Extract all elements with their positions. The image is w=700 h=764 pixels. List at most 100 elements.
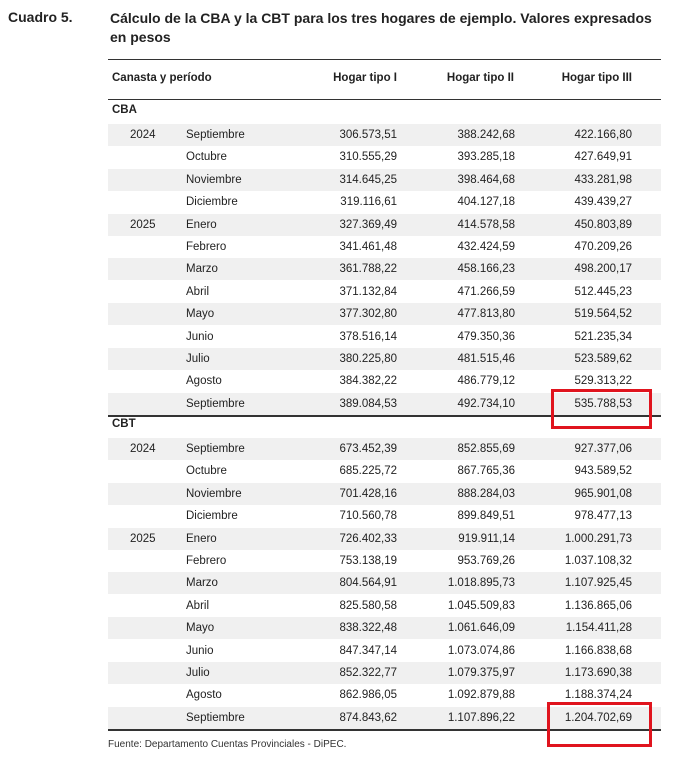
hogar-3-cell: 470.209,26 (574, 241, 632, 253)
table-row: Marzo 804.564,91 1.018.895,73 1.107.925,45 (108, 572, 661, 595)
hogar-3-cell: 433.281,98 (574, 173, 632, 186)
header-rule (108, 99, 661, 100)
hogar-3-cell: 1.204.702,69 (564, 711, 632, 724)
hogar-3-cell: 1.188.374,24 (564, 689, 632, 702)
hogar-2-cell: 1.107.896,22 (447, 711, 515, 724)
table-row: Octubre 310.555,29 393.285,18 427.649,91 (108, 146, 661, 168)
hogar-1-cell: 327.369,49 (339, 218, 397, 231)
month-cell: Junio (186, 644, 214, 657)
month-cell: Mayo (186, 622, 215, 635)
hogar-2-cell: 888.284,03 (457, 487, 515, 500)
hogar-3-cell: 965.901,08 (574, 487, 632, 500)
hogar-2-cell: 388.242,68 (457, 129, 515, 141)
hogar-1-cell: 314.645,25 (339, 173, 397, 186)
hogar-3-cell: 498.200,17 (574, 263, 632, 276)
hogar-1-cell: 673.452,39 (339, 443, 397, 455)
month-cell: Enero (186, 532, 217, 545)
section-label: CBT (112, 418, 136, 430)
table-row: Abril 371.132,84 471.266,59 512.445,23 (108, 281, 661, 303)
hogar-2-cell: 458.166,23 (457, 263, 515, 276)
month-cell: Noviembre (186, 487, 242, 500)
table-row: Mayo 377.302,80 477.813,80 519.564,52 (108, 303, 661, 326)
hogar-3-cell: 1.037.108,32 (564, 555, 632, 567)
hogar-2-cell: 432.424,59 (457, 241, 515, 253)
hogar-1-cell: 377.302,80 (339, 308, 397, 321)
table-row: Febrero 341.461,48 432.424,59 470.209,26 (108, 236, 661, 258)
month-cell: Diciembre (186, 510, 238, 523)
month-cell: Julio (186, 667, 210, 679)
table-row: Junio 378.516,14 479.350,36 521.235,34 (108, 326, 661, 348)
table-row: Septiembre 874.843,62 1.107.896,22 1.204.70… (108, 706, 661, 729)
year-cell: 2024 (130, 129, 156, 141)
hogar-2-cell: 867.765,36 (457, 465, 515, 478)
hogar-1-cell: 838.322,48 (339, 622, 397, 635)
section-rule (108, 729, 661, 732)
table-row: Noviembre 314.645,25 398.464,68 433.281,98 (108, 168, 661, 191)
hogar-3-cell: 422.166,80 (574, 129, 632, 141)
month-cell: Marzo (186, 577, 218, 590)
hogar-2-cell: 486.779,12 (457, 375, 515, 388)
table-row: 2024 Septiembre 306.573,51 388.242,68 422.16… (108, 124, 661, 146)
hogar-1-cell: 389.084,53 (339, 397, 397, 410)
table-row: Febrero 753.138,19 953.769,26 1.037.108,32 (108, 550, 661, 572)
hogar-1-cell: 874.843,62 (339, 711, 397, 724)
hogar-3-cell: 521.235,34 (574, 330, 632, 343)
month-cell: Noviembre (186, 173, 242, 186)
month-cell: Febrero (186, 241, 227, 253)
table-row: Diciembre 710.560,78 899.849,51 978.477,13 (108, 505, 661, 527)
header-hogar-1: Hogar tipo I (333, 72, 397, 84)
hogar-2-cell: 1.092.879,88 (447, 689, 515, 702)
hogar-1-cell: 852.322,77 (339, 667, 397, 679)
month-cell: Diciembre (186, 196, 238, 209)
table-row: Abril 825.580,58 1.045.509,83 1.136.865,06 (108, 595, 661, 617)
table-row: Mayo 838.322,48 1.061.646,09 1.154.411,28 (108, 617, 661, 640)
month-cell: Febrero (186, 555, 227, 567)
table-title: Cálculo de la CBA y la CBT para los tres… (110, 10, 652, 45)
source-note: Fuente: Departamento Cuentas Provinciale… (108, 739, 347, 750)
highlight-box-cba (551, 389, 652, 429)
month-cell: Septiembre (186, 443, 245, 455)
table-number: Cuadro 5. (8, 9, 73, 25)
header-hogar-2: Hogar tipo II (446, 72, 514, 84)
table-row: Diciembre 319.116,61 404.127,18 439.439,27 (108, 191, 661, 213)
hogar-1-cell: 378.516,14 (339, 330, 397, 343)
hogar-3-cell: 1.107.925,45 (564, 577, 632, 590)
month-cell: Abril (186, 285, 210, 298)
hogar-1-cell: 341.461,48 (339, 241, 397, 253)
table-row: Agosto 384.382,22 486.779,12 529.313,22 (108, 370, 661, 392)
hogar-1-cell: 825.580,58 (339, 599, 397, 612)
table-row: Julio 380.225,80 481.515,46 523.589,62 (108, 348, 661, 370)
header-period: Canasta y período (112, 72, 212, 84)
year-cell: 2025 (130, 218, 156, 231)
hogar-1-cell: 310.555,29 (339, 151, 397, 164)
month-cell: Agosto (186, 375, 222, 388)
hogar-1-cell: 726.402,33 (339, 532, 397, 545)
month-cell: Septiembre (186, 129, 245, 141)
month-cell: Agosto (186, 689, 222, 702)
hogar-1-cell: 380.225,80 (339, 353, 397, 365)
month-cell: Abril (186, 599, 210, 612)
section-label: CBA (112, 104, 137, 116)
hogar-2-cell: 414.578,58 (457, 218, 515, 231)
month-cell: Julio (186, 353, 210, 365)
hogar-3-cell: 1.173.690,38 (564, 667, 632, 679)
hogar-2-cell: 471.266,59 (457, 285, 515, 298)
table-row: Marzo 361.788,22 458.166,23 498.200,17 (108, 258, 661, 281)
hogar-2-cell: 393.285,18 (457, 151, 515, 164)
table-row: Agosto 862.986,05 1.092.879,88 1.188.374,24 (108, 684, 661, 706)
table-row: 2024 Septiembre 673.452,39 852.855,69 927.37… (108, 438, 661, 460)
hogar-3-cell: 450.803,89 (574, 218, 632, 231)
hogar-1-cell: 701.428,16 (339, 487, 397, 500)
hogar-3-cell: 1.166.838,68 (564, 644, 632, 657)
table-row: Junio 847.347,14 1.073.074,86 1.166.838,68 (108, 640, 661, 662)
header-hogar-3: Hogar tipo III (561, 72, 632, 84)
hogar-3-cell: 427.649,91 (574, 151, 632, 164)
hogar-1-cell: 804.564,91 (339, 577, 397, 590)
hogar-3-cell: 1.154.411,28 (565, 622, 632, 635)
hogar-2-cell: 398.464,68 (457, 173, 515, 186)
hogar-2-cell: 404.127,18 (457, 196, 515, 209)
table-row: Julio 852.322,77 1.079.375,97 1.173.690,38 (108, 662, 661, 684)
month-cell: Mayo (186, 308, 215, 321)
hogar-3-cell: 519.564,52 (574, 308, 632, 321)
